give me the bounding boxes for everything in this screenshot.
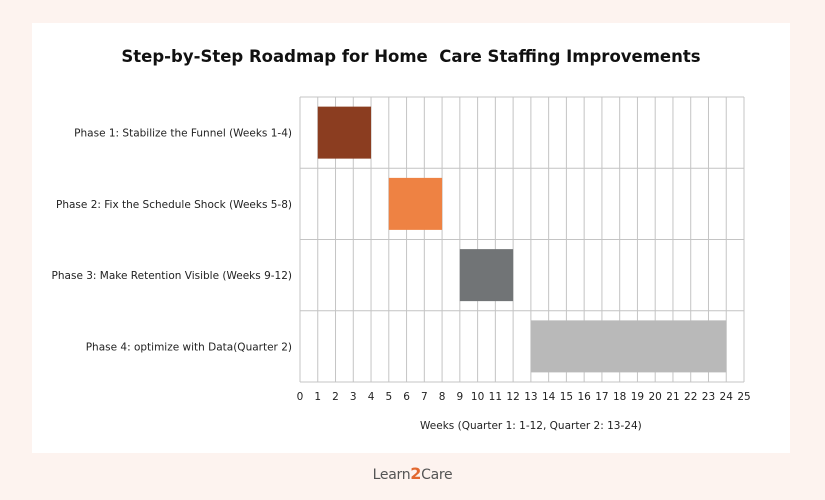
x-tick-label: 14 — [542, 391, 556, 403]
x-tick-label: 7 — [421, 391, 428, 403]
chart-card: Step-by-Step Roadmap for Home Care Staff… — [32, 23, 790, 453]
x-tick-label: 24 — [720, 391, 734, 403]
task-label: Phase 3: Make Retention Visible (Weeks 9… — [52, 270, 292, 282]
x-tick-label: 6 — [403, 391, 410, 403]
learn2care-logo: Learn2Care — [372, 464, 453, 483]
x-tick-label: 2 — [332, 391, 339, 403]
task-label: Phase 4: optimize with Data(Quarter 2) — [86, 341, 292, 353]
x-tick-label: 17 — [595, 391, 608, 403]
x-axis-label: Weeks (Quarter 1: 1-12, Quarter 2: 13-24… — [420, 420, 642, 432]
gantt-bar — [388, 177, 443, 230]
x-tick-label: 20 — [649, 391, 662, 403]
chart-title: Step-by-Step Roadmap for Home Care Staff… — [121, 47, 701, 66]
x-tick-label: 3 — [350, 391, 357, 403]
gantt-bar — [459, 249, 514, 302]
x-tick-label: 9 — [456, 391, 463, 403]
gantt-chart: Phase 1: Stabilize the Funnel (Weeks 1-4… — [52, 96, 751, 432]
x-tick-label: 25 — [737, 391, 750, 403]
x-tick-label: 1 — [314, 391, 321, 403]
gantt-bar — [317, 106, 372, 159]
task-label: Phase 2: Fix the Schedule Shock (Weeks 5… — [56, 199, 292, 211]
x-tick-label: 0 — [297, 391, 304, 403]
x-tick-label: 21 — [666, 391, 679, 403]
x-tick-label: 8 — [439, 391, 446, 403]
x-tick-label: 16 — [577, 391, 591, 403]
x-tick-label: 12 — [506, 391, 519, 403]
x-tick-label: 18 — [613, 391, 626, 403]
gantt-bar — [530, 320, 727, 373]
x-tick-label: 13 — [524, 391, 537, 403]
x-tick-label: 22 — [684, 391, 697, 403]
x-tick-label: 4 — [368, 391, 375, 403]
x-tick-label: 5 — [385, 391, 392, 403]
x-tick-label: 10 — [471, 391, 484, 403]
task-label: Phase 1: Stabilize the Funnel (Weeks 1-4… — [74, 128, 292, 140]
x-tick-label: 19 — [631, 391, 644, 403]
x-tick-label: 15 — [560, 391, 573, 403]
x-tick-label: 23 — [702, 391, 715, 403]
x-tick-label: 11 — [489, 391, 502, 403]
